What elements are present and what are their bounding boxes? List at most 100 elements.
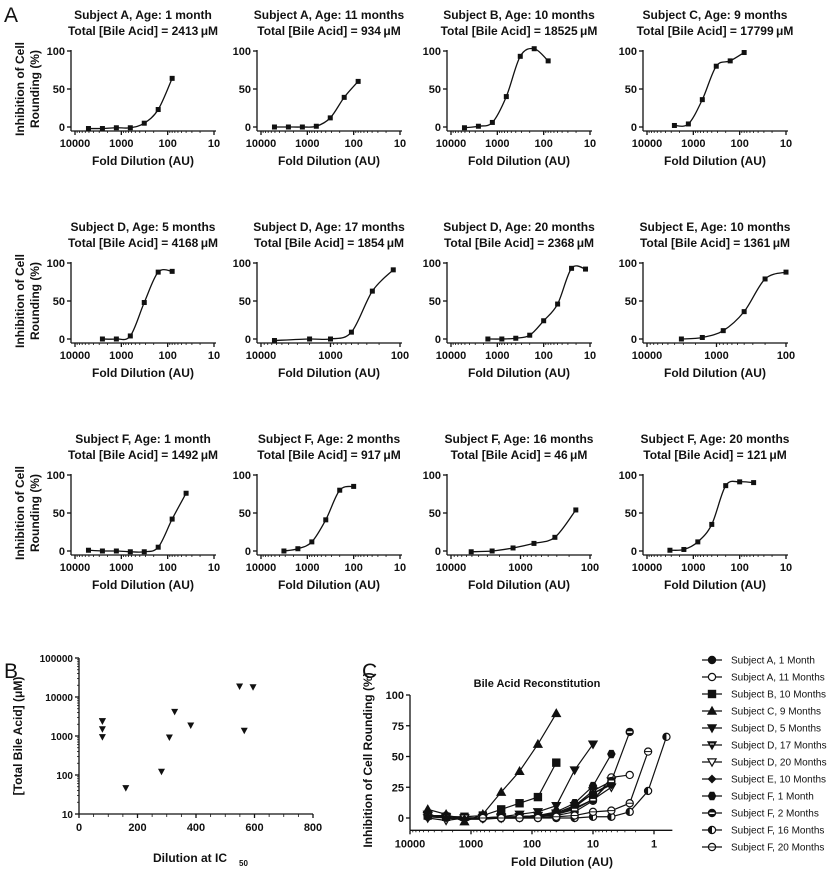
chart-title: Subject D, Age: 17 months — [253, 220, 405, 234]
x-tick-label: 100 — [730, 562, 748, 574]
marker-half — [626, 808, 630, 816]
x-tick-label: 100 — [534, 138, 552, 150]
data-point — [699, 97, 705, 103]
x-tick-label: 10 — [780, 138, 792, 150]
data-point — [531, 540, 537, 546]
legend-label: Subject F, 1 Month — [731, 792, 814, 803]
data-point — [98, 726, 106, 733]
x-tick-label: 10000 — [436, 562, 467, 574]
ic50-scatter-chart: 10 100 1000 10000 100000 0 200 400 600 800 [Total … — [11, 654, 322, 868]
legend-label: Subject B, 10 Months — [731, 690, 826, 701]
y-tick-label: 0 — [398, 813, 404, 825]
data-point — [475, 123, 481, 129]
legend-item: Subject D, 20 Months — [702, 758, 827, 769]
data-point — [527, 332, 533, 338]
chart-title: Subject C, Age: 9 months — [643, 8, 788, 22]
y-axis-label: Rounding (%) — [28, 474, 42, 552]
data-point — [271, 124, 277, 130]
y-tick-label: 0 — [59, 122, 65, 134]
data-point — [141, 120, 147, 126]
data-point — [699, 334, 705, 340]
chart-title: Subject F, Age: 20 months — [641, 432, 790, 446]
marker-filled-triangle-down — [587, 740, 599, 750]
legend-label: Subject F, 16 Months — [731, 826, 824, 837]
legend-item: Subject D, 17 Months — [702, 741, 827, 752]
chart-subtitle: Total [Bile Acid] = 46 μM — [451, 448, 588, 462]
data-point — [313, 123, 319, 129]
dose-response-chart: Subject F, Age: 2 months Total [Bile Acid… — [233, 432, 406, 592]
x-axis-label: Fold Dilution (AU) — [511, 855, 613, 869]
legend-item: Subject C, 9 Months — [702, 705, 821, 718]
y-tick-label: 0 — [245, 546, 251, 558]
legend-item: Subject D, 5 Months — [702, 724, 821, 735]
y-tick-label: 100 — [233, 46, 251, 58]
y-tick-label: 50 — [429, 508, 441, 520]
legend-item: Subject F, 20 Months — [702, 843, 824, 854]
fit-curve — [88, 492, 187, 553]
data-point — [169, 75, 175, 81]
data-point — [499, 336, 505, 342]
x-tick-label: 10000 — [60, 562, 91, 574]
data-point — [155, 544, 161, 550]
x-tick-label: 1000 — [295, 562, 319, 574]
panel-label-b: B — [4, 660, 18, 683]
x-tick-label: 100 — [344, 562, 362, 574]
data-point — [307, 336, 313, 342]
data-point — [355, 78, 361, 84]
x-tick-label: 10000 — [436, 138, 467, 150]
chart-title: Subject E, Age: 10 months — [640, 220, 791, 234]
data-point — [517, 53, 523, 59]
x-tick-label: 0 — [76, 822, 82, 834]
data-point — [541, 318, 547, 324]
fit-curve — [274, 269, 394, 342]
y-tick-label: 0 — [59, 334, 65, 346]
marker-open-circle — [625, 770, 634, 780]
data-point — [783, 269, 789, 275]
marker-striped-triangle-down — [706, 741, 718, 751]
data-point — [187, 722, 195, 730]
x-tick-label: 10000 — [632, 138, 663, 150]
marker-open-circle — [707, 672, 717, 682]
marker-filled-square — [707, 689, 717, 699]
marker-filled-hexagon — [707, 791, 717, 801]
data-point — [183, 490, 189, 496]
chart-title: Subject A, Age: 11 months — [254, 8, 405, 22]
chart-title: Subject D, Age: 5 months — [71, 220, 216, 234]
data-point — [678, 336, 684, 342]
y-tick-label: 0 — [631, 334, 637, 346]
data-point — [171, 708, 179, 716]
x-axis-label: Fold Dilution (AU) — [92, 154, 194, 168]
data-point — [122, 785, 130, 792]
fit-curve — [88, 78, 173, 130]
data-point — [720, 328, 726, 334]
x-tick-label: 10 — [208, 138, 220, 150]
x-axis-label: Fold Dilution (AU) — [278, 578, 380, 592]
data-point — [685, 121, 691, 127]
x-tick-label: 1000 — [318, 350, 342, 362]
dose-response-chart: Subject B, Age: 10 months Total [Bile Aci… — [423, 8, 598, 168]
marker-half — [662, 733, 667, 741]
y-tick-label: 100 — [56, 771, 73, 782]
y-axis-label: Inhibition of Cell — [13, 42, 27, 136]
data-point — [503, 94, 509, 100]
x-tick-label: 1000 — [681, 138, 705, 150]
fit-curve — [681, 271, 787, 340]
y-tick-label: 50 — [625, 296, 637, 308]
data-point — [531, 46, 537, 52]
marker-filled-diamond — [707, 774, 717, 784]
data-point — [99, 548, 105, 554]
y-tick-label: 50 — [239, 84, 251, 96]
fit-curve — [669, 480, 754, 551]
data-point — [351, 483, 357, 489]
marker-filled-square — [552, 758, 561, 767]
marker-filled-triangle-down — [569, 766, 580, 776]
marker-filled-triangle-up — [514, 765, 525, 775]
data-point — [240, 727, 248, 735]
chart-title: Subject D, Age: 20 months — [443, 220, 595, 234]
fit-curve — [674, 51, 745, 127]
y-axis-label: Rounding (%) — [28, 50, 42, 128]
marker-band — [572, 808, 578, 811]
y-axis-label: Rounding (%) — [28, 262, 42, 340]
reconstitution-chart: Bile Acid Reconstitution Inhibition of Ce… — [361, 656, 827, 870]
data-point — [723, 483, 729, 489]
